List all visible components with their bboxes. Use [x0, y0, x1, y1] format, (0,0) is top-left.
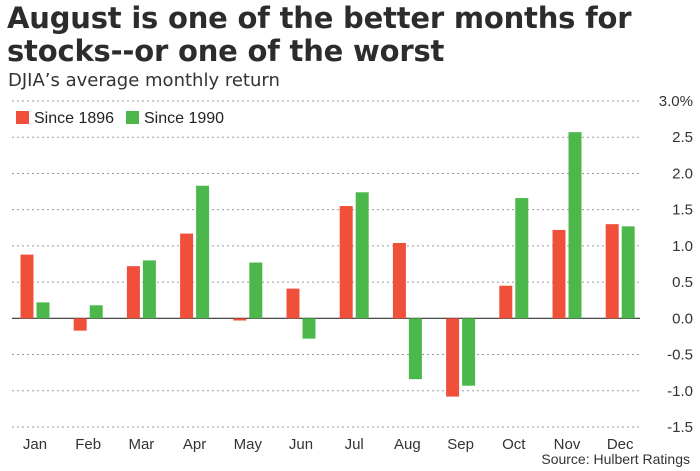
bar-since-1990-oct	[515, 198, 529, 319]
y-tick-label: 1.5	[672, 202, 693, 219]
y-tick-label: 0.0	[672, 310, 693, 327]
bar-since-1990-mar	[142, 260, 156, 319]
y-tick-label: 2.0	[672, 165, 693, 182]
bar-since-1990-jan	[36, 302, 50, 319]
bar-since-1896-feb	[73, 318, 87, 331]
y-tick-label: 0.5	[672, 274, 693, 291]
y-tick-label: -1.5	[667, 419, 693, 436]
y-tick-label: -0.5	[667, 347, 693, 364]
y-tick-label: -1.0	[667, 383, 693, 400]
bar-since-1990-nov	[568, 132, 582, 319]
bar-since-1896-sep	[446, 318, 460, 397]
x-tick-label: Feb	[75, 436, 101, 453]
y-tick-label: 2.5	[672, 129, 693, 146]
bar-since-1990-aug	[408, 318, 422, 380]
x-tick-label: Jun	[289, 436, 313, 453]
bar-since-1896-jun	[286, 288, 300, 319]
x-tick-label: Jan	[23, 436, 47, 453]
x-tick-label: Jul	[345, 436, 364, 453]
x-tick-label: Nov	[554, 436, 581, 453]
bar-since-1896-nov	[552, 229, 566, 319]
x-tick-label: Mar	[128, 436, 154, 453]
legend-label: Since 1990	[144, 110, 224, 127]
bar-since-1896-jan	[20, 254, 34, 319]
bar-since-1990-jul	[355, 192, 369, 319]
x-tick-label: Dec	[607, 436, 634, 453]
bar-since-1990-may	[249, 262, 263, 319]
bar-since-1896-aug	[392, 242, 406, 319]
legend-swatch	[126, 111, 139, 124]
x-tick-label: May	[234, 436, 263, 453]
legend-swatch	[16, 111, 29, 124]
x-tick-label: Sep	[447, 436, 474, 453]
bar-since-1990-jun	[302, 318, 316, 339]
bar-since-1896-oct	[499, 285, 513, 319]
bar-since-1990-dec	[621, 226, 635, 319]
x-tick-label: Aug	[394, 436, 421, 453]
bar-since-1896-dec	[605, 224, 619, 319]
bar-since-1896-may	[233, 318, 247, 321]
x-tick-label: Apr	[183, 436, 206, 453]
chart-subtitle: DJIA’s average monthly return	[8, 70, 280, 91]
bar-since-1990-feb	[89, 305, 103, 319]
bar-since-1896-jul	[339, 206, 353, 319]
bar-since-1990-sep	[462, 318, 476, 386]
bar-since-1990-apr	[196, 185, 210, 319]
x-tick-label: Oct	[502, 436, 526, 453]
bar-since-1896-mar	[126, 266, 140, 319]
legend-label: Since 1896	[34, 110, 114, 127]
chart-title: August is one of the better months for s…	[7, 1, 632, 68]
source-note: Source: Hulbert Ratings	[541, 451, 690, 467]
y-tick-label: 3.0%	[659, 93, 693, 110]
bar-since-1896-apr	[180, 233, 194, 319]
y-tick-label: 1.0	[672, 238, 693, 255]
